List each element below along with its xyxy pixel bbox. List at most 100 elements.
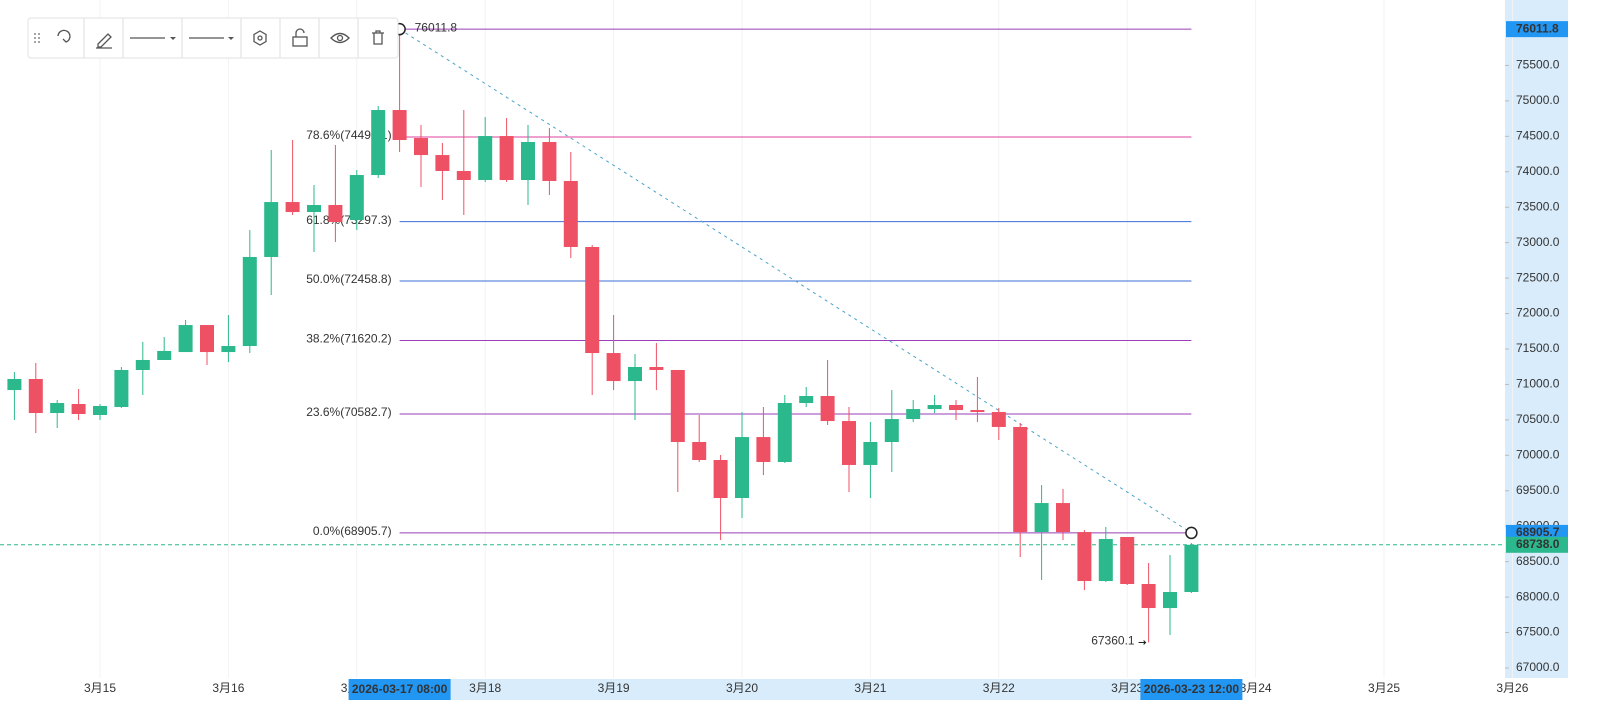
candle-body [435,155,450,171]
candle-body [1013,426,1028,533]
time-box-label: 2026-03-23 12:00 [1144,682,1240,696]
candle-body [242,256,257,347]
candle-body [264,202,279,257]
candle-body [157,350,172,360]
candle-body [521,141,535,180]
y-tick-label: 68500.0 [1516,554,1560,568]
y-tick-label: 67500.0 [1516,625,1560,639]
y-tick-label: 72500.0 [1516,270,1560,284]
candle-body [1034,503,1049,533]
fib-label: 0.0%(68905.7) [313,524,392,538]
fib-label: 50.0%(72458.8) [306,272,391,286]
eye-icon[interactable] [330,32,350,44]
price-box [1506,21,1568,38]
candle-body [606,353,621,382]
candle-body [499,136,514,180]
candle-body [863,442,878,465]
candle-body [28,378,43,414]
high-label: 76011.8 [415,20,458,34]
candle-body [692,442,707,461]
x-tick-label: 3月21 [854,681,886,695]
handle [1185,526,1198,540]
y-tick-label: 68000.0 [1516,589,1560,603]
candle-body [349,175,364,221]
candle-body [670,369,685,443]
y-tick-label: 75000.0 [1516,93,1560,107]
time-axis-highlight [350,679,1240,700]
candle-body [970,410,985,413]
candle-body [135,359,150,370]
candle-body [285,202,300,213]
x-tick-label: 3月24 [1240,681,1272,695]
time-box [1140,679,1243,700]
x-tick-label: 3月25 [1368,681,1400,695]
y-tick-label: 74000.0 [1516,164,1560,178]
candle-body [71,404,86,415]
x-tick-label: 3月23 [1111,681,1143,695]
x-tick-label: 3月18 [469,681,501,695]
toolbar [27,17,399,59]
low-label: 67360.1 [1091,634,1135,648]
candle-body [713,460,728,499]
candle-body [585,246,600,354]
candle-body [842,421,856,465]
candle-body [93,405,107,415]
fib-label: 23.6%(70582.7) [306,405,391,419]
candle-body [7,378,22,391]
candle-body [756,437,771,462]
candle-body [1141,583,1156,609]
candle-body [1098,538,1113,582]
lock-icon[interactable] [292,36,308,47]
candle-body [1077,532,1092,582]
candle-body [649,367,664,370]
y-tick-label: 72000.0 [1516,306,1560,320]
settings-icon[interactable] [253,30,267,46]
candle-body [221,346,236,353]
candle-body [178,325,193,353]
price-axis-bg [1505,0,1568,678]
candle-body [414,138,428,156]
y-tick-label: 71500.0 [1516,341,1560,355]
y-tick-label: 71000.0 [1516,377,1560,391]
candle-body [1120,536,1135,584]
y-tick-label: 74500.0 [1516,128,1560,142]
time-box-label: 2026-03-17 08:00 [352,682,448,696]
candle-body [456,170,471,180]
candle-body [392,110,407,141]
low-arrow [1138,640,1147,645]
candle-body [628,367,642,382]
candle-body [328,205,343,223]
y-tick-label: 70500.0 [1516,412,1560,426]
candle-body [1163,592,1177,609]
candle-body [991,412,1006,427]
pen-icon[interactable] [96,33,112,49]
delete-icon[interactable] [372,30,384,45]
y-tick-label: 69500.0 [1516,483,1560,497]
candle-body [563,180,578,247]
x-tick-label: 3月15 [84,681,116,695]
trend-line [399,28,1192,534]
x-tick-label: 3月16 [212,681,244,695]
price-box-label: 68905.7 [1516,525,1560,539]
x-tick-label: 3月19 [598,681,630,695]
y-tick-label: 73500.0 [1516,199,1560,213]
y-tick-label: 67000.0 [1516,660,1560,674]
y-tick-label: 70000.0 [1516,448,1560,462]
fib-label: 61.8%(73297.3) [306,213,391,227]
magnet-icon[interactable] [57,29,71,43]
y-tick-label: 75500.0 [1516,58,1560,72]
price-box-label: 76011.8 [1516,21,1559,35]
candle-body [1184,544,1199,593]
candle-body [114,369,129,407]
candle-body [927,404,942,410]
time-box [348,679,451,700]
y-tick-label: 73000.0 [1516,235,1560,249]
x-tick-label: 3月26 [1496,681,1528,695]
candle-body [50,403,65,414]
candle-body [307,205,321,213]
x-tick-label: 3月22 [983,681,1015,695]
price-box-label: 68738.0 [1516,537,1560,551]
candle-body [949,404,963,411]
